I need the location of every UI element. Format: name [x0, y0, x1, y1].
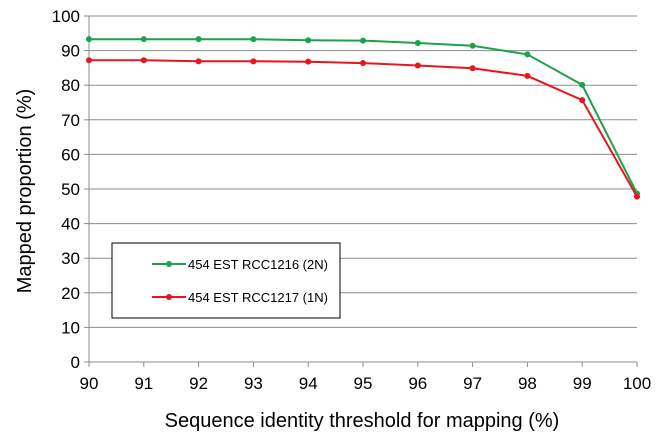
x-tick-label-99: 99 [573, 374, 592, 393]
x-axis-ticks: 90 91 92 93 94 95 96 97 98 99 100 [80, 362, 651, 393]
x-tick-label-95: 95 [354, 374, 373, 393]
y-axis-ticks: 0 10 20 30 40 50 60 70 80 90 100 [52, 7, 89, 372]
data-point-series-1-x96 [414, 39, 421, 46]
x-tick-label-91: 91 [134, 374, 153, 393]
y-tick-label-90: 90 [61, 42, 80, 61]
data-point-series-2-x100 [634, 193, 640, 200]
y-tick-label-20: 20 [61, 284, 80, 303]
x-tick-label-93: 93 [244, 374, 263, 393]
y-tick-label-70: 70 [61, 111, 80, 130]
x-tick-label-94: 94 [299, 374, 318, 393]
y-tick-label-0: 0 [71, 353, 80, 372]
y-tick-label-30: 30 [61, 249, 80, 268]
x-tick-label-90: 90 [80, 374, 99, 393]
y-tick-label-40: 40 [61, 215, 80, 234]
x-axis-title: Sequence identity threshold for mapping … [165, 410, 560, 432]
x-tick-label-98: 98 [518, 374, 537, 393]
y-axis-title: Mapped proportion (%) [14, 89, 36, 294]
legend: 454 EST RCC1216 (2N) 454 EST RCC1217 (1N… [111, 242, 341, 319]
data-point-series-1-x91 [140, 36, 147, 43]
data-point-series-2-x90 [86, 57, 92, 64]
data-point-series-2-x93 [250, 58, 257, 65]
data-point-series-2-x95 [360, 60, 366, 67]
data-point-series-1-x94 [305, 37, 312, 44]
data-point-series-1-x93 [250, 36, 257, 43]
data-point-series-1-x92 [195, 36, 202, 43]
legend-marker-series-2 [166, 294, 172, 300]
data-point-series-1-x99 [579, 81, 586, 88]
x-tick-label-96: 96 [408, 374, 427, 393]
data-point-series-2-x92 [195, 58, 202, 65]
y-tick-label-50: 50 [61, 180, 80, 199]
data-point-series-1-x97 [469, 42, 476, 49]
x-tick-label-100: 100 [623, 374, 651, 393]
data-point-series-2-x96 [414, 62, 421, 69]
data-point-series-2-x98 [524, 72, 531, 79]
data-point-series-1-x90 [86, 36, 92, 43]
y-tick-label-10: 10 [61, 318, 80, 337]
series-line-2 [89, 59, 638, 198]
legend-label-series-2: 454 EST RCC1217 (1N) [188, 290, 328, 305]
data-point-series-2-x91 [140, 57, 147, 64]
data-point-series-1-x95 [360, 37, 366, 44]
legend-label-series-1: 454 EST RCC1216 (2N) [188, 257, 328, 272]
x-tick-label-92: 92 [189, 374, 208, 393]
y-tick-label-100: 100 [52, 7, 80, 26]
data-point-series-2-x99 [579, 97, 586, 104]
x-tick-label-97: 97 [463, 374, 482, 393]
y-tick-label-80: 80 [61, 76, 80, 95]
legend-box [111, 242, 341, 319]
legend-marker-series-1 [166, 261, 172, 267]
data-point-series-2-x94 [305, 58, 312, 65]
data-point-series-2-x97 [469, 65, 476, 72]
data-point-series-1-x98 [524, 51, 531, 58]
y-tick-label-60: 60 [61, 145, 80, 164]
series-lines [86, 36, 640, 200]
